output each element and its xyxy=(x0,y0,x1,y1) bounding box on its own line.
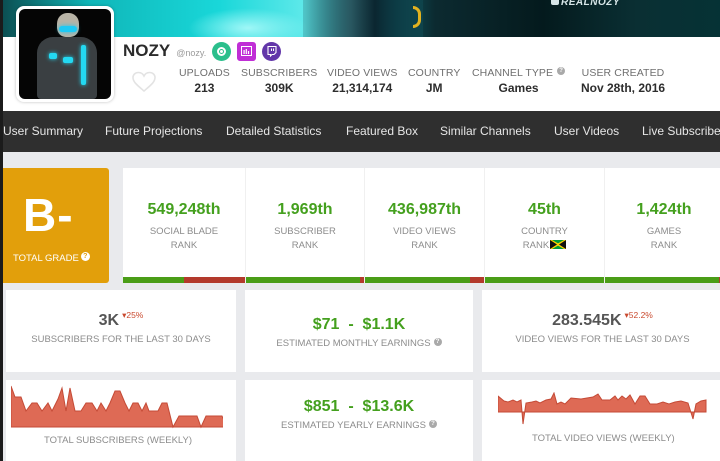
stats-icon[interactable] xyxy=(237,41,257,61)
stat-video-views: VIDEO VIEWS 21,314,174 xyxy=(327,67,398,95)
subscribers-sparkline xyxy=(11,385,223,429)
instagram-icon xyxy=(551,0,559,5)
stat-subscribers: SUBSCRIBERS 309K xyxy=(241,67,318,95)
nav-featured-box[interactable]: Featured Box xyxy=(346,124,419,138)
total-grade-box: B- TOTAL GRADE? xyxy=(3,168,109,283)
socialblade-icon[interactable] xyxy=(212,41,232,61)
section-nav: User Summary Future Projections Detailed… xyxy=(3,111,720,152)
jamaica-flag-icon xyxy=(550,240,567,249)
grade-label: TOTAL GRADE? xyxy=(13,252,90,264)
rank-subscriber: 1,969th SUBSCRIBER RANK xyxy=(246,168,365,283)
card-video-views-30-days: 283.545K ▾52.2% VIDEO VIEWS FOR THE LAST… xyxy=(482,290,720,372)
channel-header: NOZY @nozy. UPLOADS 213 SUBSCRIBERS 309K… xyxy=(3,37,720,111)
nav-user-videos[interactable]: User Videos xyxy=(554,124,620,138)
twitch-icon[interactable] xyxy=(262,41,282,61)
card-subscribers-30-days: 3K ▾25% SUBSCRIBERS FOR THE LAST 30 DAYS xyxy=(6,290,236,372)
help-icon[interactable]: ? xyxy=(557,67,566,75)
card-subscribers-weekly-chart: TOTAL SUBSCRIBERS (WEEKLY) xyxy=(6,380,236,461)
ranks-panel: 549,248th SOCIAL BLADE RANK 1,969th SUBSC… xyxy=(123,168,720,283)
banner-handle: REALNOZY xyxy=(551,0,620,8)
stat-channel-type: CHANNEL TYPE? Games xyxy=(472,67,566,95)
video-views-sparkline xyxy=(498,392,707,425)
favorite-heart-icon[interactable] xyxy=(131,70,157,94)
grade-letter: B- xyxy=(23,189,74,241)
banner-figure xyxy=(303,0,423,37)
banner-ornament xyxy=(413,6,421,28)
card-video-views-weekly-chart: TOTAL VIDEO VIEWS (WEEKLY) xyxy=(482,380,720,461)
stat-uploads: UPLOADS 213 xyxy=(179,67,230,95)
nav-live-subscriber[interactable]: Live Subscriber xyxy=(642,124,720,138)
nav-future-projections[interactable]: Future Projections xyxy=(105,124,203,138)
rank-socialblade: 549,248th SOCIAL BLADE RANK xyxy=(123,168,246,283)
channel-banner: REALNOZY xyxy=(3,0,720,37)
stat-user-created: USER CREATED Nov 28th, 2016 xyxy=(581,67,666,95)
stat-country: COUNTRY JM xyxy=(408,67,461,95)
rank-progress-bar xyxy=(123,277,245,283)
channel-name: NOZY xyxy=(123,41,171,60)
rank-progress-bar xyxy=(605,277,720,283)
nav-detailed-statistics[interactable]: Detailed Statistics xyxy=(226,124,322,138)
banner-glow xyxy=(188,8,308,37)
channel-handle: @nozy. xyxy=(176,47,207,58)
rank-progress-bar xyxy=(246,277,364,283)
help-icon[interactable]: ? xyxy=(433,338,442,346)
card-yearly-earnings: $851 - $13.6K ESTIMATED YEARLY EARNINGS? xyxy=(245,380,473,461)
rank-progress-bar xyxy=(485,277,604,283)
rank-progress-bar xyxy=(365,277,484,283)
card-monthly-earnings: $71 - $1.1K ESTIMATED MONTHLY EARNINGS? xyxy=(245,290,473,372)
channel-name-row: NOZY @nozy. xyxy=(123,41,282,61)
channel-avatar xyxy=(16,6,114,102)
rank-video-views: 436,987th VIDEO VIEWS RANK xyxy=(365,168,485,283)
help-icon[interactable]: ? xyxy=(429,420,437,428)
nav-user-summary[interactable]: User Summary xyxy=(3,124,84,138)
delta-down: ▾52.2% xyxy=(624,310,653,320)
rank-country: 45th COUNTRY RANK xyxy=(485,168,605,283)
help-icon[interactable]: ? xyxy=(80,252,90,261)
rank-games: 1,424th GAMES RANK xyxy=(605,168,720,283)
nav-similar-channels[interactable]: Similar Channels xyxy=(440,124,531,138)
delta-down: ▾25% xyxy=(122,310,144,320)
